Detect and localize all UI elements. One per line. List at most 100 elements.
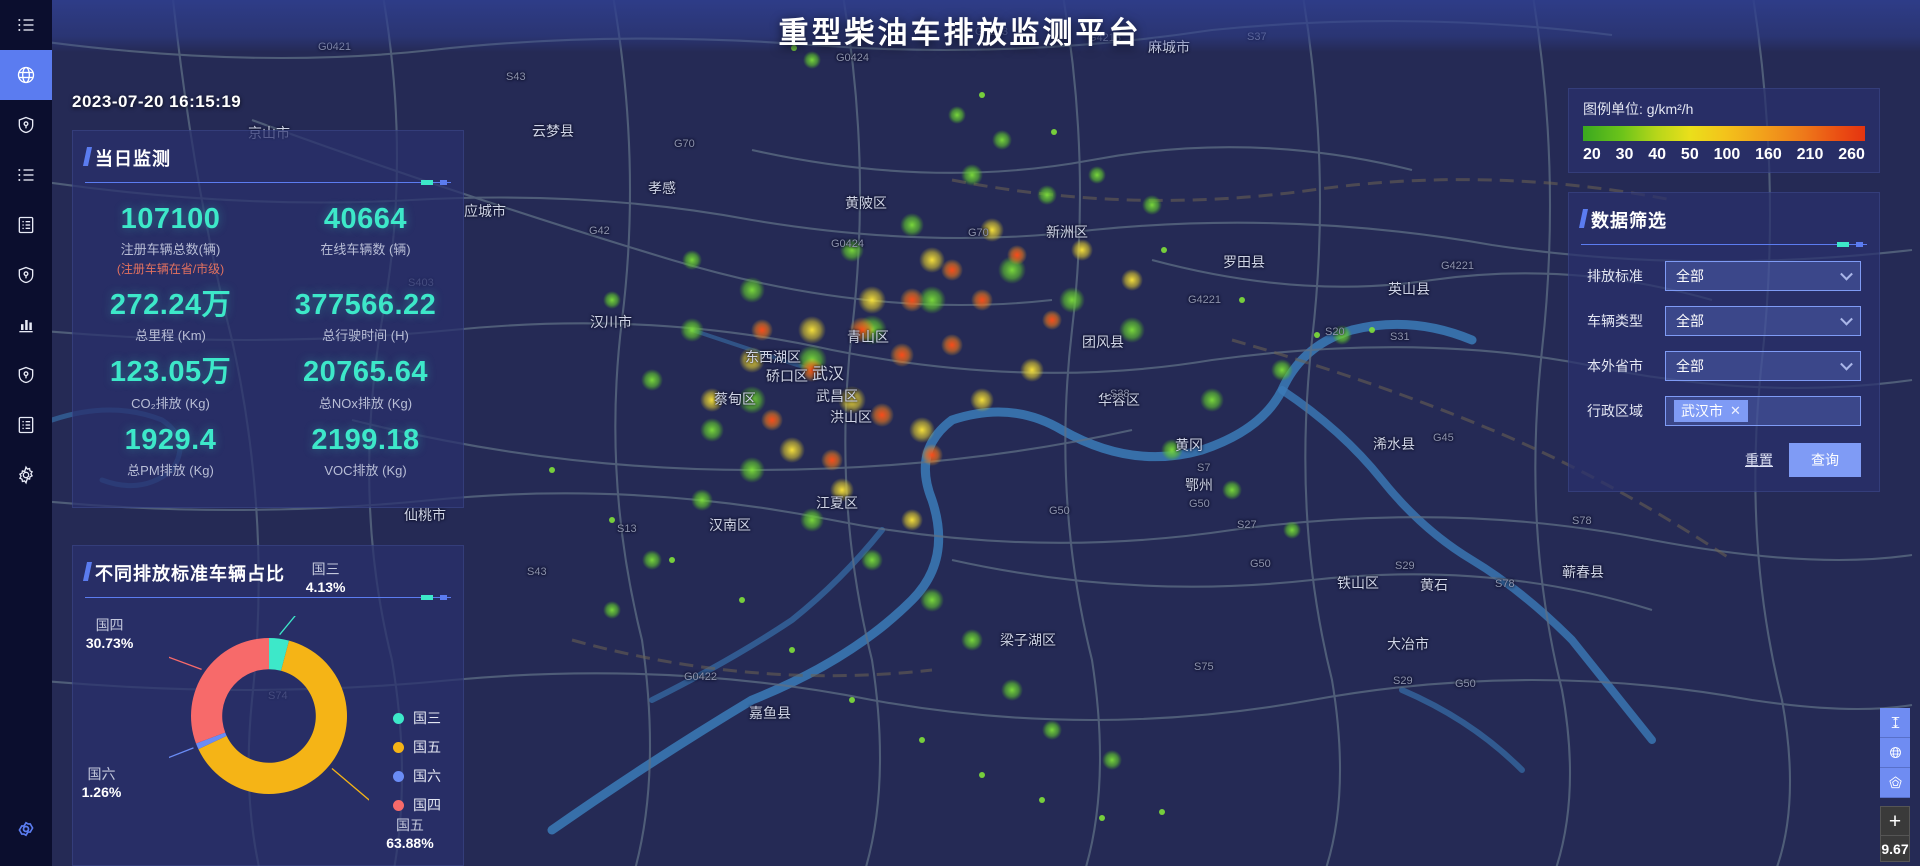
reset-button[interactable]: 重置 xyxy=(1745,452,1773,468)
legend-item-label: 国六 xyxy=(413,768,441,784)
filter-selected-tag: 武汉市 ✕ xyxy=(1674,400,1748,422)
stat-card: 377566.22 总行驶时间 (H) xyxy=(268,281,463,348)
stat-card: 107100 注册车辆总数(辆) (注册车辆在省/市级) xyxy=(73,195,268,281)
sidebar-item-shield-1[interactable] xyxy=(0,100,52,150)
accent-bar xyxy=(82,147,93,166)
stat-card: 2199.18 VOC排放 (Kg) xyxy=(268,416,463,483)
legend-color-dot xyxy=(393,799,404,811)
legend-color-dot xyxy=(393,741,404,753)
donut-label: 国四 30.73% xyxy=(76,615,144,651)
donut-label-name: 国四 xyxy=(95,617,124,634)
donut-slice[interactable] xyxy=(191,638,269,744)
sidebar-item-list-2[interactable] xyxy=(0,150,52,200)
stat-card: 20765.64 总NOx排放 (Kg) xyxy=(268,348,463,415)
area-select-tool-button[interactable] xyxy=(1880,768,1910,798)
chevron-down-icon xyxy=(1840,267,1853,281)
legend-tick: 260 xyxy=(1838,146,1865,163)
donut-slice[interactable] xyxy=(198,640,347,794)
legend-item[interactable]: 国四 xyxy=(393,795,441,815)
legend-tick: 210 xyxy=(1796,146,1824,163)
stat-value: 40664 xyxy=(323,203,408,235)
filter-row: 排放标准 全部 xyxy=(1587,261,1861,291)
sidebar-item-globe[interactable] xyxy=(0,50,52,100)
shield-icon xyxy=(18,266,34,284)
donut-leader-line xyxy=(279,616,296,636)
divider-marker-blue xyxy=(440,180,447,185)
map-zoom-control[interactable]: + 9.67 xyxy=(1880,806,1910,862)
sidebar-item-settings[interactable] xyxy=(0,450,52,500)
globe-icon xyxy=(1889,747,1901,758)
legend-tick: 50 xyxy=(1680,146,1699,163)
document-icon xyxy=(18,416,34,434)
stat-note: (注册车辆在省/市级) xyxy=(116,262,225,277)
chevron-down-icon xyxy=(1840,312,1853,326)
legend-item-label: 国四 xyxy=(413,797,441,813)
sidebar-item-bottom-settings[interactable] xyxy=(0,804,52,854)
filter-select[interactable]: 全部 xyxy=(1665,351,1861,381)
globe-tool-button[interactable] xyxy=(1880,738,1910,768)
donut-label-name: 国五 xyxy=(395,816,424,833)
list-icon xyxy=(18,19,34,31)
legend-tick: 30 xyxy=(1615,146,1634,163)
shield-icon xyxy=(18,116,34,134)
filter-select[interactable]: 全部 xyxy=(1665,306,1861,336)
legend-item[interactable]: 国三 xyxy=(393,708,441,728)
measure-tool-button[interactable] xyxy=(1880,708,1910,738)
sidebar-item-report-1[interactable] xyxy=(0,200,52,250)
sidebar-item-shield-3[interactable] xyxy=(0,350,52,400)
panel-title: 当日监测 xyxy=(95,149,171,169)
donut-chart[interactable] xyxy=(169,616,369,816)
zoom-in-button[interactable]: + xyxy=(1880,806,1910,836)
header-divider xyxy=(1581,242,1867,247)
panel-title: 不同排放标准车辆占比 xyxy=(95,564,285,584)
data-filter-panel: 数据筛选 排放标准 全部 车辆类型 全部 本外省市 全部 行政区域 武汉市 ✕ 重置 查询 xyxy=(1568,192,1880,492)
stat-value: 107100 xyxy=(120,203,221,235)
query-button[interactable]: 查询 xyxy=(1789,443,1861,477)
divider-marker-teal xyxy=(1837,242,1849,247)
filter-row: 车辆类型 全部 xyxy=(1587,306,1861,336)
map-tool-buttons[interactable] xyxy=(1880,708,1910,798)
legend-item[interactable]: 国五 xyxy=(393,737,441,757)
sidebar-item-report-2[interactable] xyxy=(0,400,52,450)
filter-value: 全部 xyxy=(1676,268,1704,284)
emission-standard-ratio-panel: 不同排放标准车辆占比 国三 4.13% 国五 63.88% 国六 1.26% 国四 30.73… xyxy=(72,545,464,866)
filter-tag-select[interactable]: 武汉市 ✕ xyxy=(1665,396,1861,426)
sidebar-item-analytics[interactable] xyxy=(0,300,52,350)
stat-label: 总NOx排放 (Kg) xyxy=(318,395,413,411)
panel-header: 不同排放标准车辆占比 xyxy=(73,546,463,586)
tag-remove-icon[interactable]: ✕ xyxy=(1730,403,1741,418)
document-icon xyxy=(18,216,34,234)
current-timestamp: 2023-07-20 16:15:19 xyxy=(72,92,242,111)
filter-select[interactable]: 全部 xyxy=(1665,261,1861,291)
donut-legend[interactable]: 国三国五国六国四 xyxy=(393,708,441,815)
stat-card: 1929.4 总PM排放 (Kg) xyxy=(73,416,268,483)
panel-header: 数据筛选 xyxy=(1569,193,1879,233)
header-divider xyxy=(85,180,451,185)
donut-label: 国五 63.88% xyxy=(376,815,444,851)
emission-heatmap-layer xyxy=(549,45,1375,821)
left-sidebar[interactable] xyxy=(0,0,52,866)
donut-chart-area: 国三 4.13% 国五 63.88% 国六 1.26% 国四 30.73% 国三 国五 国六 国四 xyxy=(73,561,465,866)
filter-actions: 重置 查询 xyxy=(1569,441,1879,477)
sidebar-item-shield-2[interactable] xyxy=(0,250,52,300)
legend-item-label: 国三 xyxy=(413,710,441,726)
globe-icon xyxy=(17,66,35,84)
stat-value: 1929.4 xyxy=(124,423,217,456)
filter-label: 本外省市 xyxy=(1587,358,1643,374)
donut-label-name: 国六 xyxy=(87,765,116,782)
divider-marker-teal xyxy=(421,180,433,185)
donut-slice[interactable] xyxy=(269,638,290,671)
gear-icon xyxy=(18,465,34,485)
donut-slice[interactable] xyxy=(196,732,227,750)
donut-label: 国六 1.26% xyxy=(67,764,135,800)
donut-label-percent: 63.88% xyxy=(386,834,434,851)
area-select-icon xyxy=(1888,776,1902,789)
filter-label: 排放标准 xyxy=(1587,268,1643,284)
stat-card: 40664 在线车辆数 (辆) xyxy=(268,195,463,281)
stat-card: 123.05万 CO₂排放 (Kg) xyxy=(73,348,268,415)
sidebar-item-menu-list[interactable] xyxy=(0,0,52,50)
zoom-level-readout: 9.67 xyxy=(1880,836,1910,862)
stat-value: 377566.22 xyxy=(294,289,437,322)
legend-item[interactable]: 国六 xyxy=(393,766,441,786)
stat-label: 在线车辆数 (辆) xyxy=(320,242,411,258)
